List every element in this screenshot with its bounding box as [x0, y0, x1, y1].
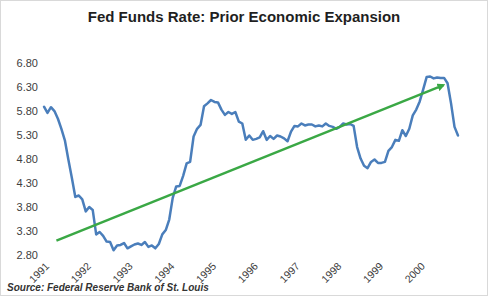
y-tick-label: 6.80	[17, 57, 38, 69]
x-tick-label: 1996	[235, 260, 260, 285]
source-note: Source: Federal Reserve Bank of St. Loui…	[7, 282, 209, 293]
trend-arrow	[56, 85, 443, 241]
x-tick-label: 1999	[360, 260, 385, 285]
y-tick-label: 3.80	[17, 201, 38, 213]
y-tick-label: 2.80	[17, 249, 38, 261]
y-tick-label: 5.30	[17, 129, 38, 141]
chart: Fed Funds Rate: Prior Economic Expansion…	[0, 0, 488, 296]
chart-border	[1, 1, 488, 296]
rate-line	[44, 76, 458, 250]
x-tick-label: 1998	[319, 260, 344, 285]
y-tick-label: 3.30	[17, 225, 38, 237]
y-tick-label: 4.80	[17, 153, 38, 165]
y-tick-label: 6.30	[17, 81, 38, 93]
x-tick-label: 2000	[402, 260, 427, 285]
y-tick-label: 5.80	[17, 105, 38, 117]
plot-area	[44, 76, 458, 250]
title: Fed Funds Rate: Prior Economic Expansion	[88, 8, 401, 25]
x-tick-label: 1997	[277, 260, 302, 285]
y-tick-label: 4.30	[17, 177, 38, 189]
